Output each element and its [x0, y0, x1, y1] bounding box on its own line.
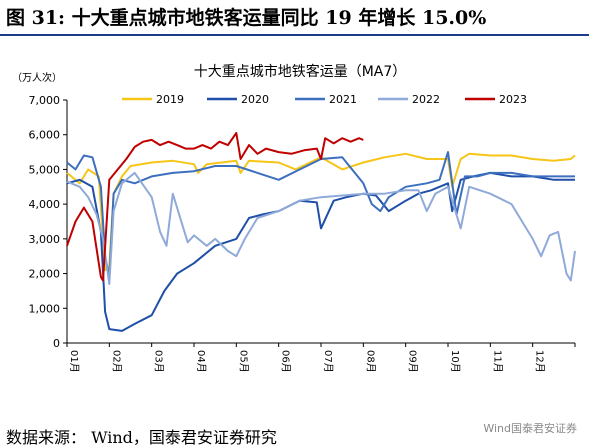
chart-title: 十大重点城市地铁客运量（MA7） — [194, 63, 407, 80]
x-tick-label: 05月 — [237, 350, 249, 373]
series-group — [66, 132, 576, 332]
x-tick-label: 09月 — [407, 350, 419, 373]
series-line-2023 — [66, 132, 364, 282]
x-tick-label: 07月 — [322, 350, 334, 373]
x-tick-label: 04月 — [195, 350, 207, 373]
x-tick-label: 06月 — [280, 350, 292, 373]
y-tick-label: 5,000 — [29, 163, 61, 176]
x-tick-label: 03月 — [153, 350, 165, 373]
x-tick-label: 08月 — [364, 350, 376, 373]
x-tick-label: 11月 — [491, 350, 503, 373]
series-line-2020 — [66, 171, 575, 332]
series-line-2021 — [66, 151, 575, 278]
x-tick-label: 10月 — [449, 350, 461, 373]
y-tick-label: 1,000 — [29, 302, 61, 315]
figure-title: 图 31: 十大重点城市地铁客运量同比 19 年增长 15.0% — [6, 7, 487, 29]
x-tick-label: 12月 — [534, 350, 546, 373]
series-line-2022 — [66, 171, 576, 285]
legend-label-2019: 2019 — [156, 93, 184, 106]
y-tick-label: 3,000 — [29, 233, 61, 246]
legend-label-2021: 2021 — [329, 93, 357, 106]
legend-label-2022: 2022 — [412, 93, 440, 106]
watermark: Wind国泰君安证券 — [483, 422, 577, 435]
x-tick-label: 02月 — [110, 350, 122, 373]
y-tick-label: 0 — [53, 337, 60, 350]
legend: 2019 2020 2021 2022 2023 — [122, 93, 527, 106]
y-tick-label: 4,000 — [29, 198, 61, 211]
x-tick-label: 01月 — [68, 350, 80, 373]
y-tick-label: 2,000 — [29, 268, 61, 281]
legend-label-2023: 2023 — [499, 93, 527, 106]
source-note: 数据来源： Wind，国泰君安证券研究 — [6, 428, 277, 447]
y-tick-label: 7,000 — [29, 94, 61, 107]
legend-label-2020: 2020 — [241, 93, 269, 106]
series-line-2019 — [66, 152, 576, 272]
y-axis-label: （万人次） — [12, 71, 62, 84]
y-tick-label: 6,000 — [29, 129, 61, 142]
title-divider — [0, 34, 589, 36]
axes: 0 1,000 2,000 3,000 4,000 5,000 6,000 7,000 01月 0… — [29, 94, 576, 373]
